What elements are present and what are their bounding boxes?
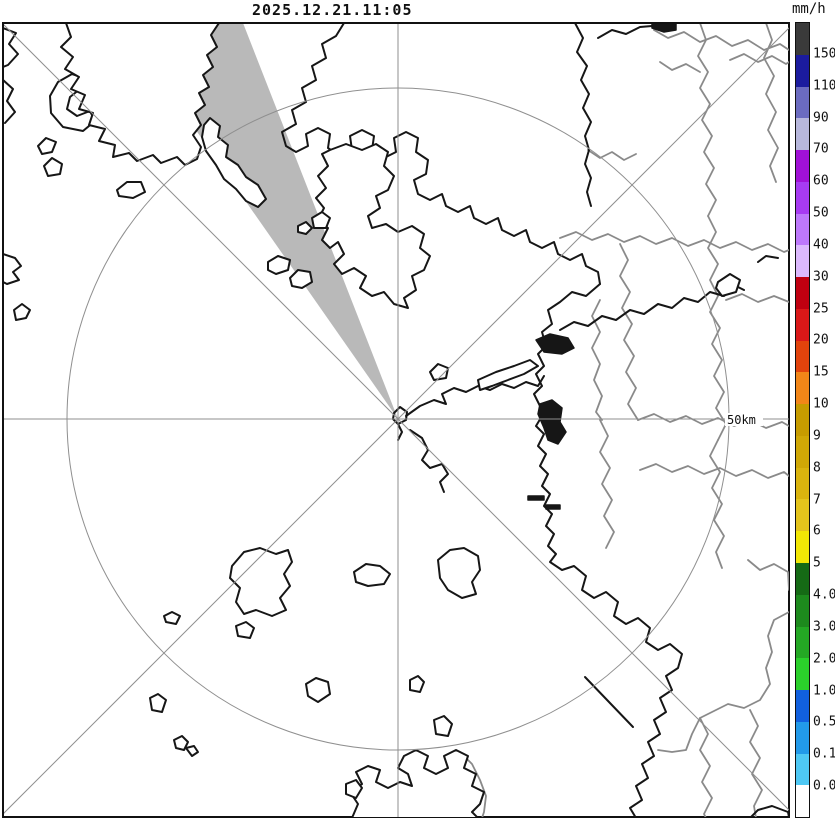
colorbar-tick-label: 150	[813, 46, 835, 62]
colorbar-segment	[796, 563, 809, 595]
colorbar-tick-label: 5	[813, 555, 821, 571]
colorbar-tick-label: 7	[813, 492, 821, 508]
colorbar-segment	[796, 181, 809, 214]
colorbar-segment	[796, 340, 809, 373]
colorbar-tick-label: 0.0	[813, 778, 835, 794]
colorbar-tick-label: 6	[813, 523, 821, 539]
colorbar-segment	[796, 785, 809, 818]
coastlines	[4, 24, 789, 817]
colorbar-tick-label: 60	[813, 173, 829, 189]
colorbar-tick-label: 50	[813, 205, 829, 221]
crosshair-diagonal-sw-ne	[4, 27, 789, 814]
range-ring-label: 50km	[727, 413, 756, 427]
colorbar-segment	[796, 54, 809, 87]
colorbar-tick-label: 4.0	[813, 587, 835, 603]
colorbar-segment	[796, 721, 809, 754]
colorbar-segment	[796, 467, 809, 500]
colorbar-segment	[796, 277, 809, 309]
colorbar-tick-label: 15	[813, 364, 829, 380]
colorbar-segment	[796, 308, 809, 341]
colorbar-segment	[796, 626, 809, 659]
colorbar-tick-label: 0.1	[813, 746, 835, 762]
colorbar-segment	[796, 23, 809, 55]
timestamp-title: 2025.12.21.11:05	[252, 1, 413, 19]
colorbar-segment	[796, 499, 809, 532]
colorbar-segment	[796, 213, 809, 246]
colorbar-tick-label: 3.0	[813, 619, 835, 635]
colorbar-tick-label: 70	[813, 141, 829, 157]
colorbar-segment	[796, 372, 809, 405]
colorbar-segment	[796, 404, 809, 436]
colorbar-tick-label: 30	[813, 269, 829, 285]
colorbar-tick-label: 1.0	[813, 683, 835, 699]
colorbar-tick-label: 25	[813, 301, 829, 317]
colorbar-segment	[796, 594, 809, 627]
colorbar-tick-label: 2.0	[813, 651, 835, 667]
colorbar-tick-label: 40	[813, 237, 829, 253]
colorbar-tick-label: 0.5	[813, 714, 835, 730]
colorbar-segment	[796, 245, 809, 278]
colorbar-tick-label: 8	[813, 460, 821, 476]
colorbar-tick-label: 9	[813, 428, 821, 444]
range-label-backing	[725, 413, 763, 426]
crosshair-diagonal-nw-se	[4, 24, 789, 811]
colorbar-segment	[796, 753, 809, 786]
colorbar-tick-label: 110	[813, 78, 835, 94]
range-grid	[4, 24, 789, 817]
colorbar-tick-label: 10	[813, 396, 829, 412]
colorbar-segment	[796, 531, 809, 564]
colorbar-segment	[796, 150, 809, 182]
colorbar-tick-label: 20	[813, 332, 829, 348]
colorbar-tick-label: 90	[813, 110, 829, 126]
colorbar-segment	[796, 435, 809, 468]
unit-label: mm/h	[792, 1, 826, 17]
colorbar-segment	[796, 86, 809, 119]
colorbar-segment	[796, 658, 809, 691]
colorbar-segment	[796, 690, 809, 722]
rainfall-color-scale	[795, 22, 810, 818]
colorbar-segment	[796, 118, 809, 151]
